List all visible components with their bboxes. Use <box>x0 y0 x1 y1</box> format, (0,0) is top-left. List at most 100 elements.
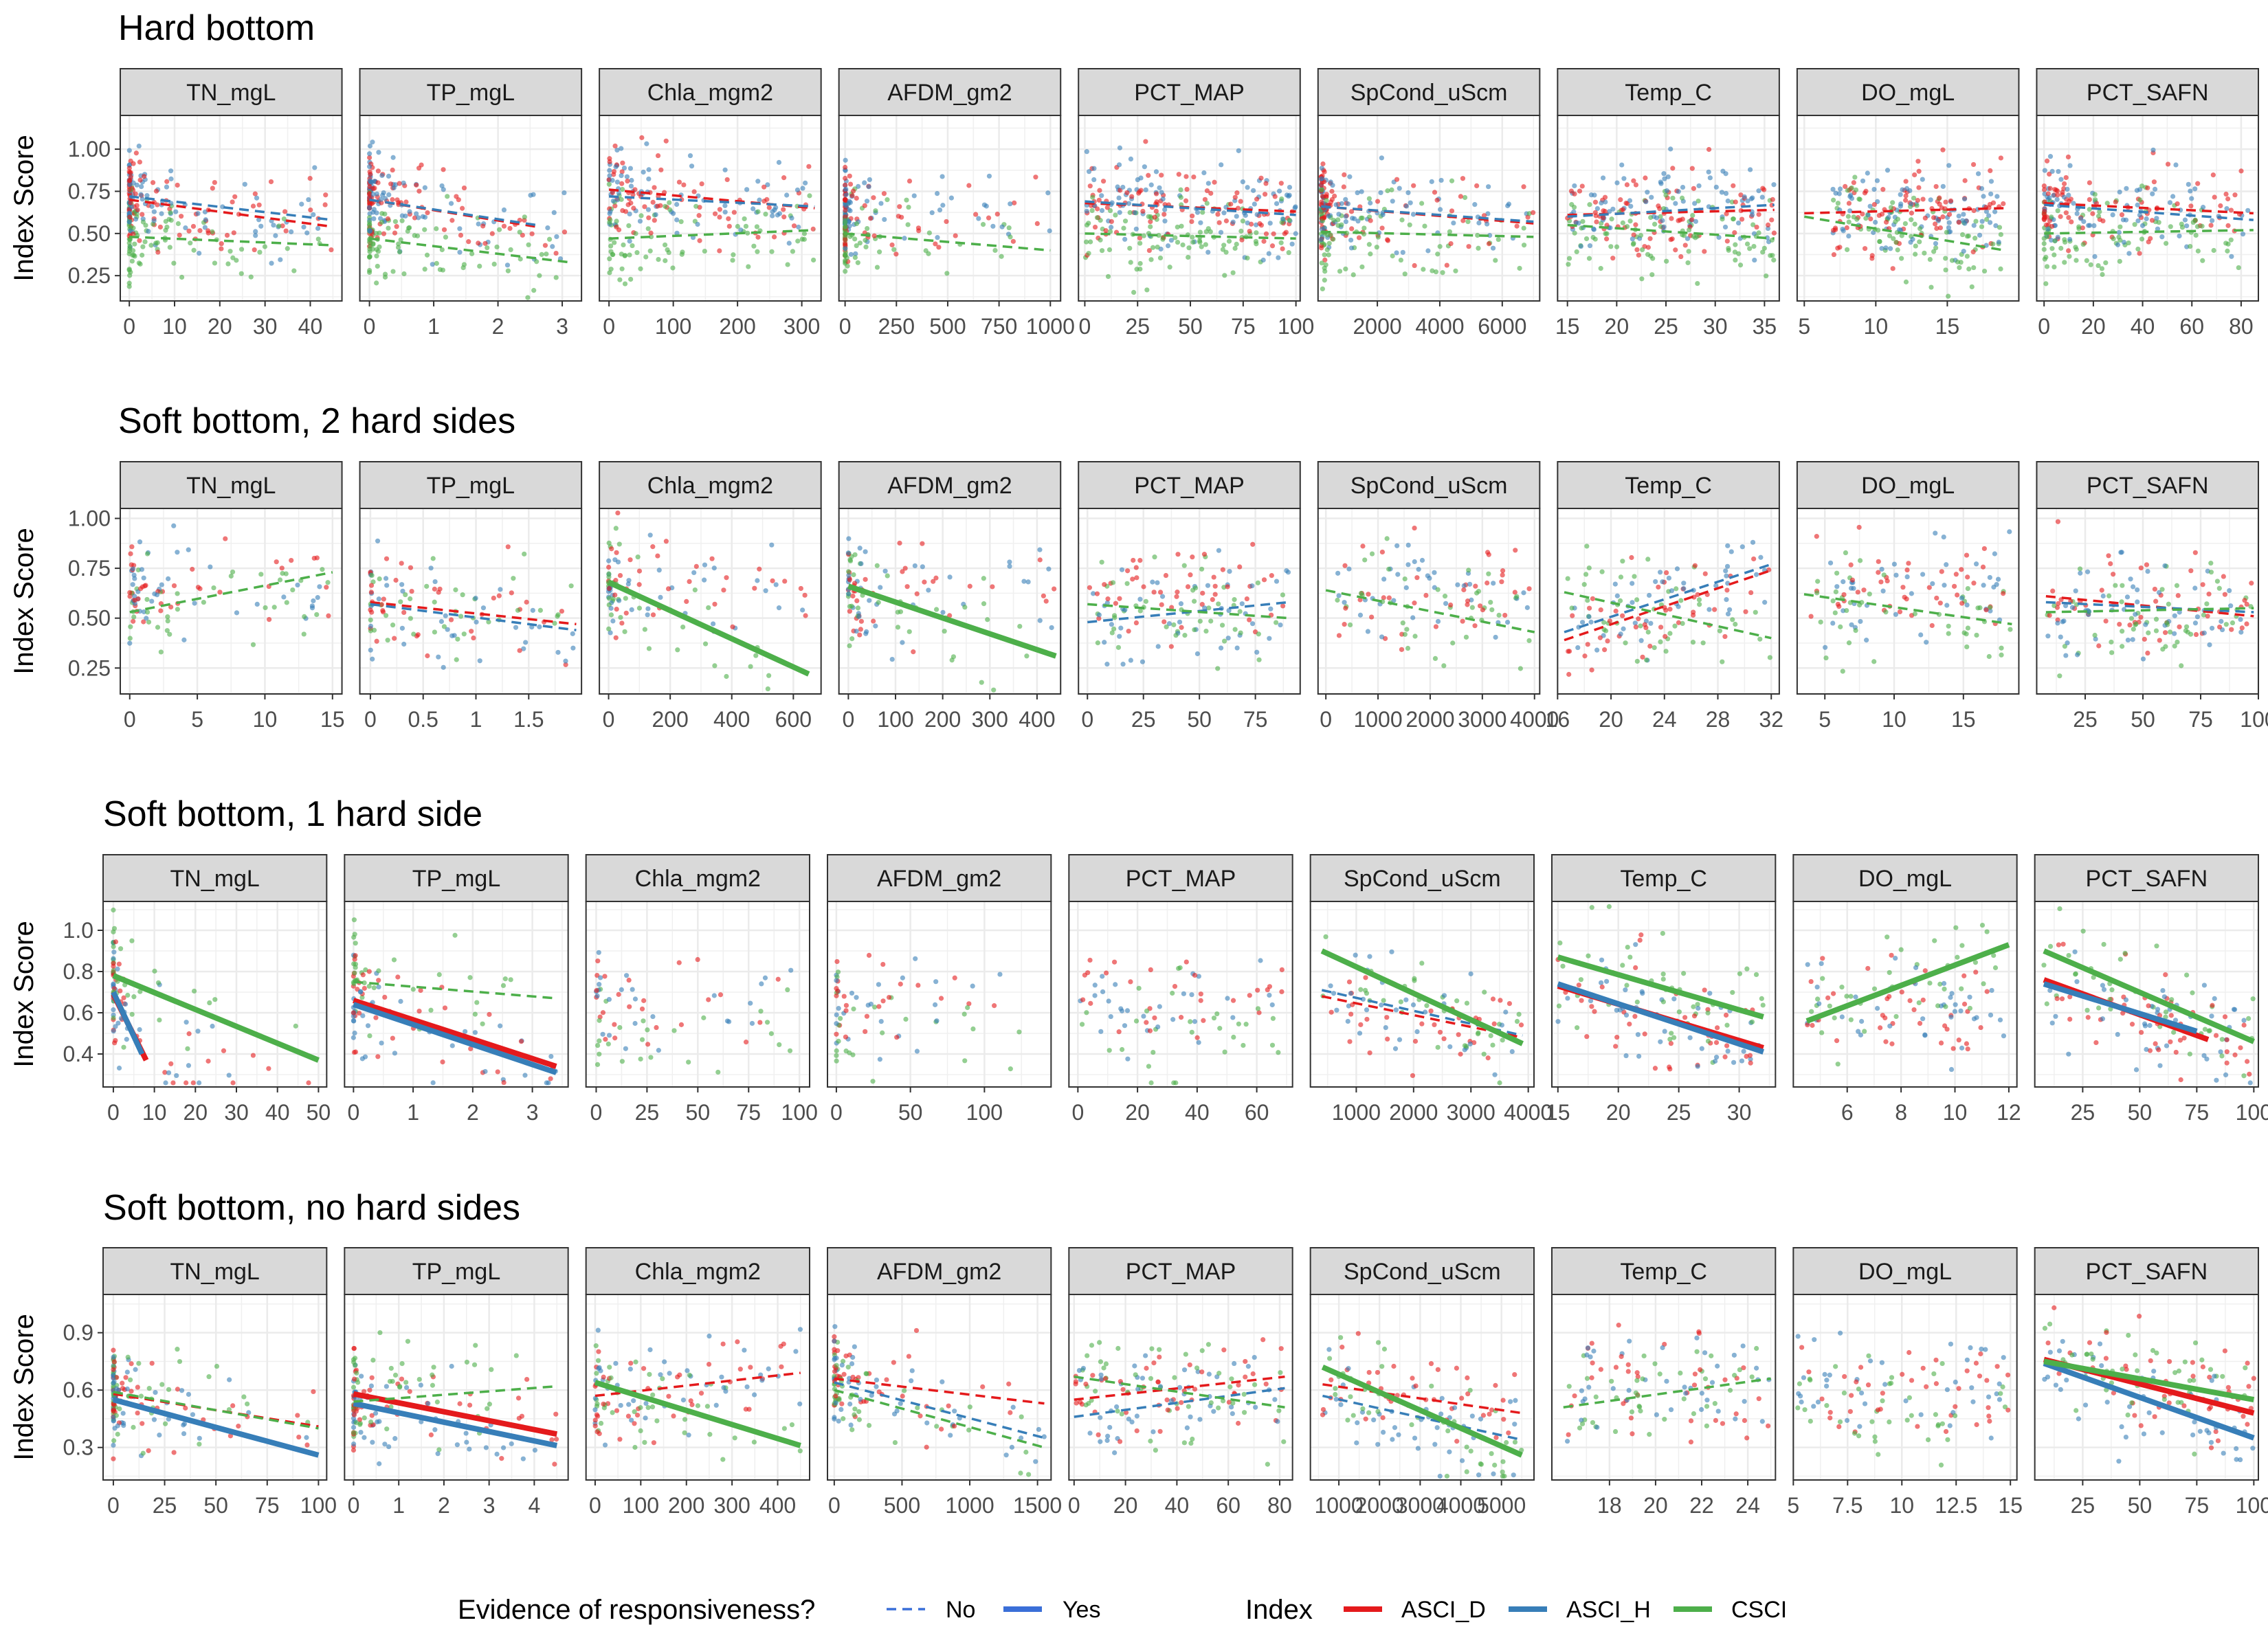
data-point <box>2061 194 2067 200</box>
data-point <box>637 218 643 224</box>
data-point <box>1447 229 1453 234</box>
data-point <box>758 1009 764 1014</box>
data-point <box>428 565 434 571</box>
data-point <box>442 1005 448 1011</box>
data-point <box>1146 172 1151 178</box>
data-point <box>226 1073 232 1078</box>
data-point <box>1276 188 1282 194</box>
data-point <box>128 170 133 175</box>
data-point <box>2051 192 2056 199</box>
data-point <box>382 274 388 280</box>
data-point <box>1956 220 1961 225</box>
data-point <box>2047 195 2052 201</box>
data-point <box>394 197 400 203</box>
data-point <box>636 568 643 574</box>
data-point <box>1753 609 1758 615</box>
data-point <box>940 203 946 208</box>
data-point <box>1192 627 1197 633</box>
data-point <box>1697 602 1702 607</box>
data-point <box>843 237 848 243</box>
data-point <box>686 1059 691 1065</box>
data-point <box>2041 240 2047 247</box>
data-point <box>1646 592 1652 598</box>
data-point <box>1862 190 1868 196</box>
data-point <box>1411 183 1416 188</box>
data-point <box>2131 627 2136 632</box>
data-point <box>570 645 576 651</box>
data-point <box>632 996 638 1002</box>
data-point <box>1844 607 1849 614</box>
data-point <box>1215 666 1221 671</box>
data-point <box>1024 653 1030 659</box>
data-point <box>111 907 116 913</box>
data-point <box>1509 1048 1515 1055</box>
x-tick-label: 200 <box>924 707 961 732</box>
data-point <box>2127 622 2133 628</box>
data-point <box>1979 186 1985 192</box>
data-point <box>1851 180 1856 186</box>
data-point <box>684 598 689 604</box>
data-point <box>2135 246 2141 252</box>
data-point <box>127 640 133 646</box>
data-point <box>755 234 761 240</box>
data-point <box>885 197 890 203</box>
data-point <box>950 654 957 660</box>
data-point <box>1915 159 1921 164</box>
data-point <box>1177 619 1183 625</box>
data-point <box>1629 554 1634 561</box>
data-point <box>1636 252 1641 258</box>
data-point <box>1620 559 1625 564</box>
data-point <box>2210 172 2216 178</box>
data-point <box>650 612 656 618</box>
data-point <box>367 1033 373 1039</box>
data-point <box>1137 557 1143 563</box>
x-tick-label: 20 <box>184 1100 208 1125</box>
data-point <box>1750 212 1755 218</box>
data-point <box>382 994 388 1000</box>
data-point <box>476 221 481 227</box>
data-point <box>1361 232 1367 237</box>
data-point <box>1453 268 1458 273</box>
data-point <box>1729 199 1735 205</box>
data-point <box>1333 202 1339 207</box>
data-point <box>652 185 657 190</box>
data-point <box>1852 175 1858 180</box>
data-point <box>2047 613 2052 618</box>
data-point <box>1690 612 1696 618</box>
data-point <box>266 616 272 622</box>
data-point <box>230 199 235 205</box>
data-point <box>139 184 144 190</box>
data-point <box>445 194 450 199</box>
trend-line <box>129 198 333 228</box>
data-point <box>706 997 711 1002</box>
data-point <box>1322 169 1327 175</box>
data-point <box>1106 998 1111 1004</box>
data-point <box>1132 210 1138 216</box>
data-point <box>1750 222 1756 227</box>
facet-strip-label: DO_mgL <box>1861 473 1955 499</box>
data-point <box>113 1037 118 1043</box>
data-point <box>1702 249 1707 254</box>
data-point <box>1992 209 1998 214</box>
data-point <box>600 1031 605 1037</box>
data-point <box>1421 267 1426 272</box>
data-point <box>768 1031 774 1036</box>
data-point <box>1010 238 1016 244</box>
data-point <box>629 607 634 612</box>
data-point <box>1883 245 1889 251</box>
data-point <box>2223 622 2229 627</box>
data-point <box>570 631 575 636</box>
x-tick-label: 35 <box>1753 314 1777 339</box>
data-point <box>1278 240 1284 245</box>
data-point <box>624 174 630 179</box>
data-point <box>1898 192 1903 197</box>
data-point <box>1610 256 1616 261</box>
data-point <box>1361 225 1367 231</box>
data-point <box>135 207 140 213</box>
data-point <box>1364 991 1370 996</box>
data-point <box>1323 262 1328 268</box>
data-point <box>548 1053 554 1059</box>
data-point <box>1871 202 1877 207</box>
